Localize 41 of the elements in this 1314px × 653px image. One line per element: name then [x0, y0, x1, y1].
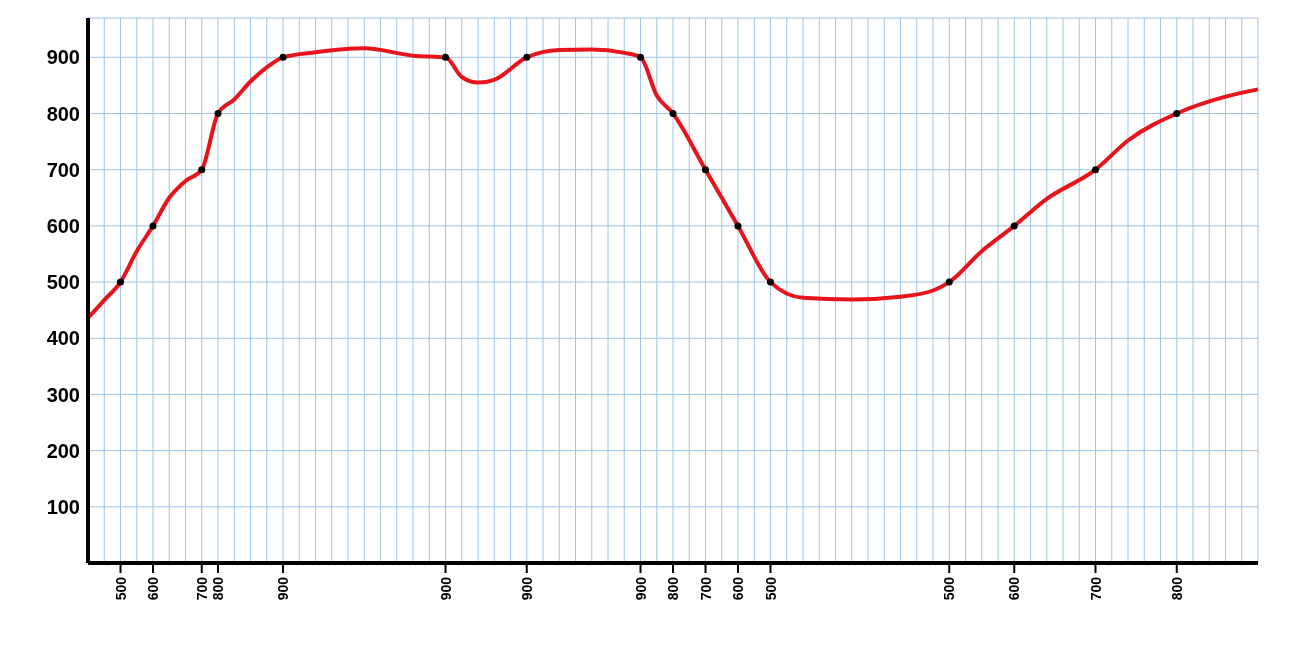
point: [214, 110, 222, 118]
point: [149, 222, 157, 230]
x-tick-label: 900: [518, 576, 535, 601]
x-tick-label: 700: [193, 576, 210, 601]
x-tick-label: 700: [1087, 576, 1104, 601]
x-tick-label: 700: [697, 576, 714, 601]
x-tick-label: 500: [112, 576, 129, 601]
x-tick-label: 800: [665, 576, 681, 601]
y-tick-label: 900: [46, 46, 80, 69]
x-tick-label: 600: [1006, 576, 1023, 601]
point: [637, 53, 644, 61]
point: [945, 278, 953, 286]
x-tick-label: 900: [275, 576, 291, 601]
y-tick-label: 600: [46, 214, 80, 237]
x-tick-label: 800: [1168, 576, 1185, 601]
y-tick-label: 300: [46, 383, 80, 406]
point: [1092, 166, 1099, 174]
y-tick-label: 400: [46, 327, 80, 350]
point: [669, 110, 677, 118]
x-tick-label: 500: [941, 576, 958, 601]
point: [767, 278, 774, 286]
y-tick-label: 100: [46, 495, 80, 518]
y-tick-label: 200: [46, 439, 80, 462]
point: [1010, 222, 1018, 230]
point: [1173, 110, 1181, 118]
point: [523, 53, 531, 61]
x-tick-label: 900: [632, 576, 649, 601]
point: [117, 278, 124, 286]
point: [198, 166, 206, 174]
x-tick-label: 800: [210, 576, 226, 601]
point: [702, 166, 709, 174]
point: [734, 222, 742, 230]
y-tick-label: 800: [46, 102, 80, 125]
y-tick-label: 700: [46, 158, 80, 181]
x-tick-label: 500: [762, 576, 779, 601]
y-tick-label: 500: [46, 271, 80, 294]
point: [279, 53, 287, 61]
x-tick-label: 900: [437, 576, 454, 601]
point: [442, 53, 449, 61]
x-tick-label: 600: [145, 576, 161, 601]
x-tick-label: 600: [730, 576, 746, 601]
